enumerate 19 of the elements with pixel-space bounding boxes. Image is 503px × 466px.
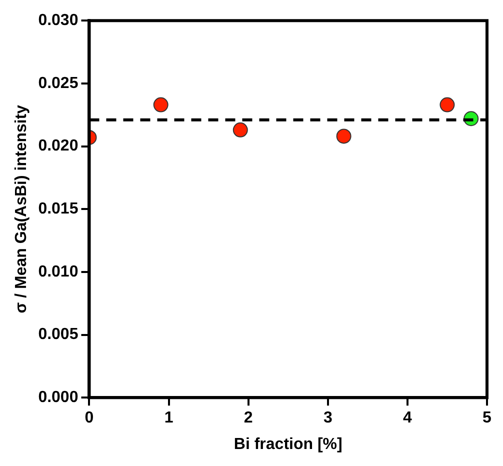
y-tick-label: 0.000	[38, 389, 78, 406]
y-tick-label: 0.020	[38, 138, 78, 155]
x-tick-label: 3	[323, 410, 332, 427]
point	[153, 97, 168, 112]
point	[336, 128, 352, 144]
y-tick-label: 0.010	[38, 263, 78, 280]
x-tick-label: 1	[164, 410, 174, 427]
y-tick-label: 0.015	[38, 200, 78, 218]
x-axis-title: Bi fraction [%]	[234, 436, 342, 453]
y-tick-label: 0.025	[38, 74, 78, 92]
y-tick-label: 0.030	[38, 12, 78, 30]
point	[440, 97, 455, 112]
x-tick-label: 5	[482, 410, 492, 427]
point	[232, 122, 248, 138]
y-axis-title: σ / Mean Ga(AsBi) intensity	[13, 104, 30, 314]
y-tick-label: 0.005	[38, 326, 78, 344]
x-tick-label: 0	[84, 410, 94, 427]
x-tick-label: 2	[244, 410, 253, 427]
x-tick-label: 4	[402, 410, 412, 427]
